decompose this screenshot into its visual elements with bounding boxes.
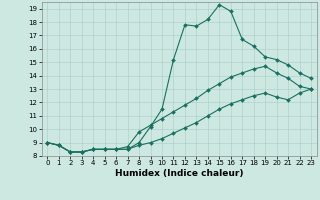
X-axis label: Humidex (Indice chaleur): Humidex (Indice chaleur) <box>115 169 244 178</box>
